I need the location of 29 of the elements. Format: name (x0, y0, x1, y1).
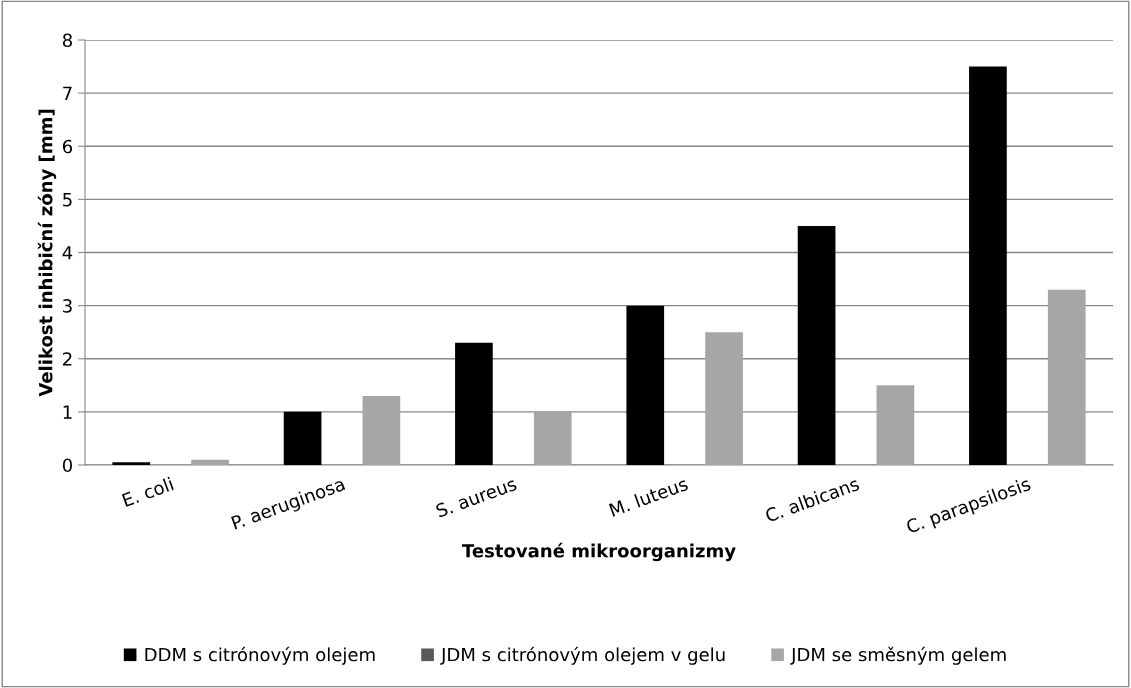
x-tick-label: S. aureus (435, 476, 518, 518)
bar (533, 411, 572, 465)
y-axis-title: Velikost inhibiční zóny [mm] (37, 109, 57, 397)
bar (626, 305, 665, 465)
x-tick-label: E. coli (121, 476, 174, 508)
y-tick-label: 5 (63, 193, 72, 207)
x-tick-label: M. luteus (608, 476, 689, 517)
legend-label: JDM se směsným gelem (790, 646, 1006, 665)
y-tick-label: 8 (62, 33, 72, 48)
y-tick-label: 2 (63, 352, 72, 366)
bar (876, 385, 915, 465)
bar (112, 462, 151, 465)
bar (283, 411, 322, 465)
legend-label: DDM s citrónovým olejem (145, 646, 375, 665)
y-tick-label: 6 (62, 139, 73, 154)
legend-label: JDM s citrónovým olejem v gelu (440, 646, 725, 665)
y-tick-label: 7 (63, 86, 72, 100)
y-tick-label: 1 (63, 405, 72, 419)
y-tick-label: 0 (62, 458, 72, 473)
bar (797, 225, 836, 465)
bar (191, 459, 229, 465)
bar (455, 342, 493, 465)
y-tick-label: 4 (62, 246, 73, 260)
bar (1047, 289, 1086, 465)
bar (705, 332, 743, 465)
bar (969, 66, 1007, 465)
bar (362, 395, 401, 465)
x-axis-title: Testované mikroorganizmy (462, 542, 736, 562)
y-tick-label: 3 (63, 299, 72, 313)
